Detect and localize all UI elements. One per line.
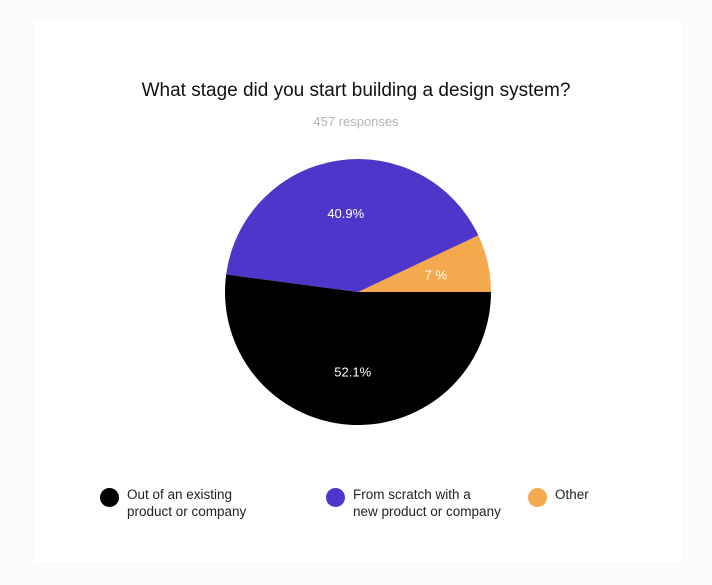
- response-count: 457 responses: [313, 114, 399, 129]
- pie-slice-existing[interactable]: [224, 274, 491, 426]
- legend-label-scratch: From scratch with a new product or compa…: [353, 487, 501, 519]
- legend-item-other[interactable]: Other: [528, 486, 589, 507]
- chart-title: What stage did you start building a desi…: [141, 80, 571, 101]
- legend-label-existing: Out of an existing product or company: [127, 487, 247, 519]
- pie-label-existing: 52.1%: [334, 365, 371, 380]
- legend-item-scratch[interactable]: From scratch with a new product or compa…: [326, 486, 501, 520]
- legend-swatch-existing: [100, 488, 119, 507]
- legend-swatch-scratch: [326, 488, 345, 507]
- legend-item-existing[interactable]: Out of an existing product or company: [100, 486, 246, 520]
- pie-label-scratch: 40.9%: [327, 206, 364, 221]
- pie-slice-scratch[interactable]: [226, 158, 479, 292]
- pie-label-other: 7 %: [425, 268, 448, 283]
- pie-slice-other[interactable]: [358, 235, 491, 292]
- legend-swatch-other: [528, 488, 547, 507]
- legend-label-other: Other: [555, 487, 589, 502]
